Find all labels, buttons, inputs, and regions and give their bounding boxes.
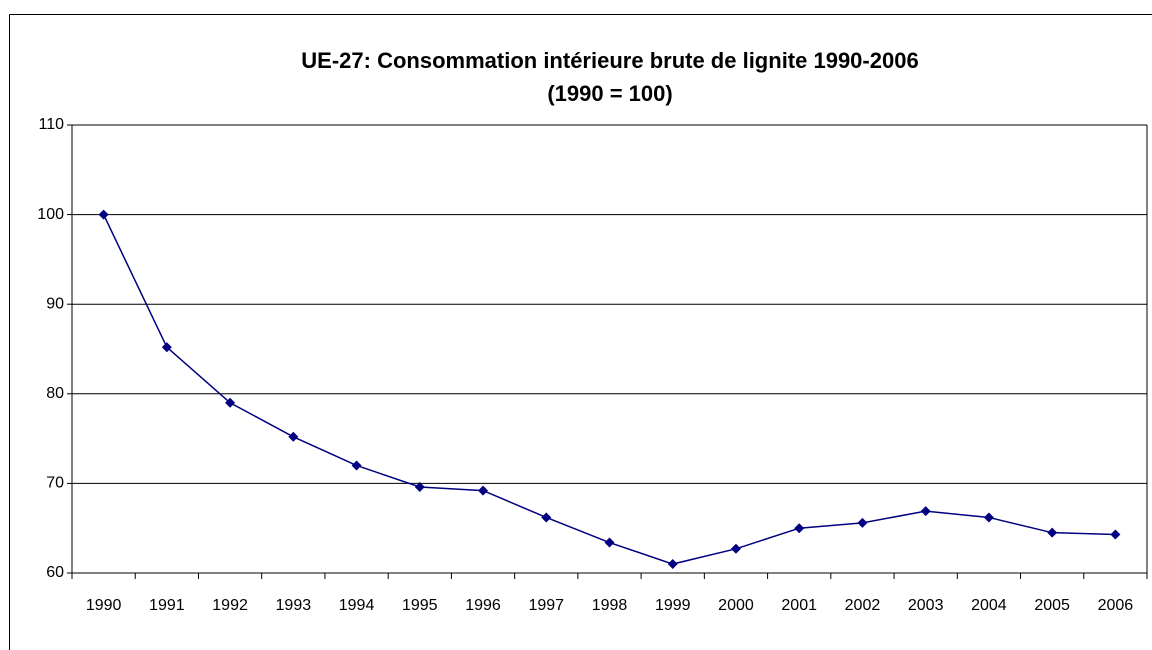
data-point — [920, 506, 931, 517]
data-point — [730, 543, 741, 554]
data-point — [1110, 529, 1121, 540]
data-point — [541, 512, 552, 523]
data-point — [161, 342, 172, 353]
x-tick-label: 2000 — [718, 597, 754, 614]
y-tick-label: 110 — [38, 116, 64, 133]
x-tick-label: 1996 — [465, 597, 501, 614]
y-tick-label: 80 — [46, 385, 64, 402]
data-point — [1047, 527, 1058, 538]
y-tick-label: 100 — [37, 206, 64, 223]
data-point — [225, 397, 236, 408]
data-point — [667, 559, 678, 570]
x-tick-label: 2001 — [781, 597, 817, 614]
x-tick-label: 1995 — [402, 597, 438, 614]
x-tick-label: 2002 — [845, 597, 881, 614]
x-tick-label: 1997 — [528, 597, 564, 614]
y-tick-label: 70 — [46, 475, 64, 492]
data-point — [98, 209, 109, 220]
x-tick-label: 1998 — [592, 597, 628, 614]
x-tick-label: 2004 — [971, 597, 1007, 614]
chart-subtitle: (1990 = 100) — [547, 81, 672, 106]
chart-title: UE-27: Consommation intérieure brute de … — [301, 48, 918, 73]
data-point — [857, 517, 868, 528]
data-point — [478, 485, 489, 496]
data-point — [414, 481, 425, 492]
x-tick-label: 1990 — [86, 597, 122, 614]
data-point — [794, 523, 805, 534]
y-tick-label: 90 — [46, 295, 64, 312]
x-tick-label: 2006 — [1098, 597, 1134, 614]
x-tick-label: 2003 — [908, 597, 944, 614]
series-line — [102, 214, 1116, 565]
data-point — [983, 512, 994, 523]
data-point — [604, 537, 615, 548]
x-tick-label: 1994 — [339, 597, 375, 614]
x-tick-label: 1993 — [276, 597, 312, 614]
data-point — [288, 431, 299, 442]
y-tick-label: 60 — [46, 564, 64, 581]
data-point — [351, 460, 362, 471]
x-tick-label: 1999 — [655, 597, 691, 614]
x-tick-label: 2005 — [1034, 597, 1070, 614]
x-tick-label: 1992 — [212, 597, 248, 614]
x-tick-label: 1991 — [149, 597, 185, 614]
